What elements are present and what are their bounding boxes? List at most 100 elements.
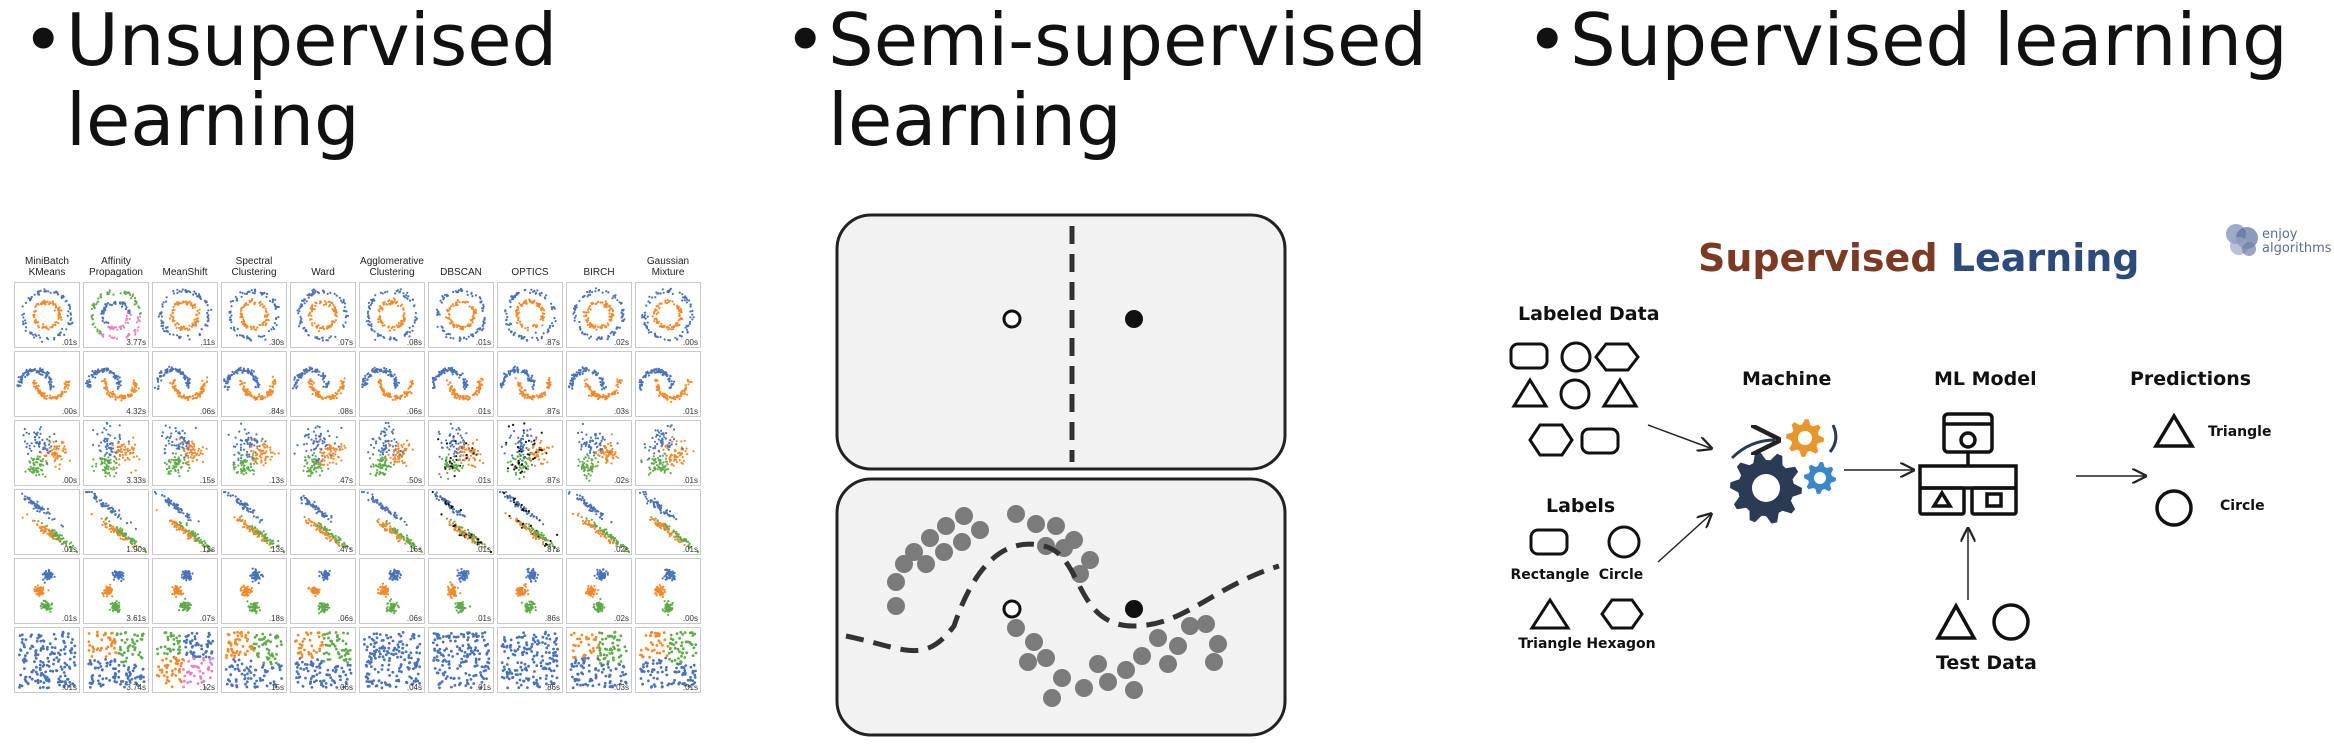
cluster-point <box>54 323 57 326</box>
cluster-plot-cell: .87s <box>497 282 563 348</box>
cluster-point <box>97 300 100 303</box>
cluster-point <box>107 292 110 295</box>
cluster-point <box>99 331 102 334</box>
cluster-point <box>338 296 341 299</box>
cluster-point <box>611 447 614 450</box>
cluster-point <box>448 448 451 451</box>
cluster-point <box>260 440 263 443</box>
cluster-point <box>307 474 310 477</box>
cluster-point <box>21 313 24 316</box>
cluster-point <box>130 392 133 396</box>
cluster-point <box>168 442 171 445</box>
cluster-point <box>305 371 308 374</box>
cluster-scatter <box>361 366 415 401</box>
cluster-point <box>476 330 479 333</box>
cluster-scatter <box>435 287 486 342</box>
cluster-point <box>451 393 454 396</box>
cluster-point <box>621 309 624 312</box>
cluster-point <box>344 302 347 305</box>
cluster-point <box>675 304 679 307</box>
cluster-point <box>58 332 61 335</box>
cluster-point <box>612 332 615 335</box>
cluster-point <box>181 328 184 331</box>
runtime-label: .13s <box>268 476 284 485</box>
cluster-point <box>234 466 237 469</box>
cluster-point <box>377 320 380 324</box>
cluster-point <box>53 291 56 294</box>
cluster-point <box>200 385 203 389</box>
cluster-point <box>403 312 406 315</box>
cluster-point <box>387 421 390 425</box>
cluster-point <box>507 328 511 331</box>
cluster-point <box>50 381 53 384</box>
cluster-point <box>50 325 53 328</box>
cluster-point <box>24 329 27 332</box>
cluster-point <box>326 327 329 330</box>
cluster-point <box>692 316 695 319</box>
cluster-point <box>599 380 602 384</box>
cluster-point <box>326 454 329 457</box>
cluster-point <box>251 372 254 375</box>
cluster-point <box>36 431 39 434</box>
cluster-point <box>33 379 36 382</box>
cluster-point <box>86 379 89 383</box>
cluster-point <box>230 374 233 377</box>
cluster-point <box>102 312 105 315</box>
cluster-point <box>335 315 338 318</box>
cluster-point <box>108 447 111 450</box>
cluster-point <box>586 290 589 293</box>
cluster-point <box>522 464 525 467</box>
cluster-point <box>606 337 609 340</box>
runtime-label: .01s <box>475 338 491 347</box>
cluster-point <box>440 301 443 304</box>
cluster-point <box>680 394 683 398</box>
cluster-point <box>131 446 134 449</box>
cluster-point <box>108 334 111 337</box>
cluster-point <box>250 325 253 328</box>
cluster-point <box>32 385 35 388</box>
cluster-point <box>39 369 42 373</box>
cluster-point <box>324 375 327 378</box>
runtime-label: .00s <box>61 476 77 485</box>
cluster-point <box>41 464 45 467</box>
cluster-point <box>313 370 316 373</box>
cluster-point <box>520 371 523 374</box>
cluster-point <box>391 302 394 305</box>
cluster-plot-cell: .47s <box>290 420 356 486</box>
cluster-point <box>261 437 264 440</box>
cluster-point <box>611 297 614 300</box>
cluster-point <box>179 466 183 469</box>
cluster-point <box>616 383 619 386</box>
cluster-point <box>66 314 69 317</box>
cluster-point <box>48 443 51 446</box>
cluster-point <box>308 293 311 296</box>
cluster-point <box>58 445 61 448</box>
cluster-point <box>311 324 314 327</box>
cluster-point <box>298 322 302 325</box>
cluster-point <box>338 388 341 391</box>
cluster-point <box>193 445 196 448</box>
cluster-point <box>397 326 400 329</box>
cluster-point <box>310 306 313 309</box>
cluster-point <box>103 462 106 465</box>
cluster-point <box>92 443 95 446</box>
cluster-point <box>246 303 250 306</box>
cluster-point <box>361 385 364 389</box>
cluster-point <box>240 457 243 460</box>
cluster-point <box>448 467 451 471</box>
cluster-point <box>131 386 134 389</box>
cluster-point <box>375 440 378 443</box>
cluster-point <box>595 328 598 331</box>
cluster-point <box>312 308 315 311</box>
cluster-point <box>121 456 124 459</box>
cluster-point <box>644 373 648 376</box>
cluster-point <box>161 303 164 306</box>
cluster-point <box>604 300 607 303</box>
cluster-point <box>293 376 296 379</box>
cluster-point <box>293 452 296 455</box>
cluster-point <box>582 370 585 373</box>
cluster-point <box>335 436 338 439</box>
cluster-point <box>390 374 393 377</box>
cluster-point <box>171 318 175 321</box>
cluster-point <box>476 380 479 383</box>
